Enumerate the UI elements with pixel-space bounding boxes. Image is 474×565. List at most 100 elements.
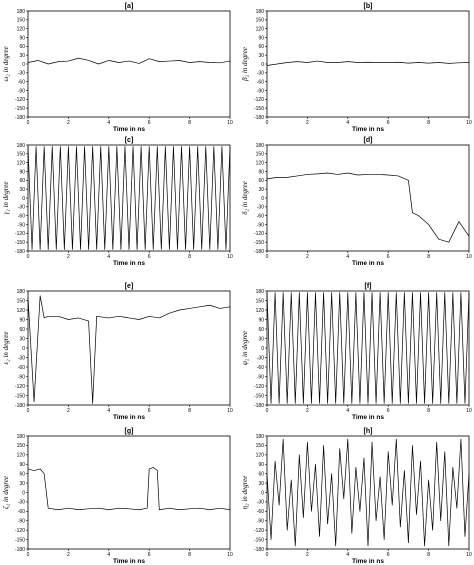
x-tick-label: 6 [387, 552, 390, 558]
y-tick-label: -120 [254, 231, 264, 237]
plot-frame [266, 435, 470, 550]
y-tick-label: 0 [22, 62, 25, 68]
y-tick-label: 90 [258, 462, 264, 468]
y-tick-label: -90 [18, 222, 25, 228]
x-tick-label: 8 [188, 120, 191, 126]
x-axis-label: Time in ns [113, 414, 145, 421]
x-tick-label: 6 [148, 552, 151, 558]
x-tick-label: 0 [266, 120, 269, 126]
y-tick-label: -120 [15, 384, 25, 390]
x-axis-label: Time in ns [352, 414, 384, 421]
x-tick-label: 4 [346, 254, 349, 260]
y-tick-label: -150 [254, 240, 264, 246]
x-tick-label: 2 [67, 552, 70, 558]
y-tick-label: 30 [258, 336, 264, 342]
y-tick-label: 0 [261, 62, 264, 68]
series-line [266, 172, 470, 243]
y-tick-label: 150 [17, 18, 26, 24]
panel-title: [e] [125, 283, 134, 290]
x-tick-label: 6 [148, 120, 151, 126]
x-tick-label: 10 [227, 552, 233, 558]
y-tick-label: 180 [256, 143, 265, 149]
panel-title: [h] [364, 428, 373, 435]
x-tick-label: 6 [148, 408, 151, 414]
y-axis-label: β₂ in degree [241, 47, 249, 82]
panel-g: [g]1801501209060300-30-60-90-120-150-180… [2, 428, 233, 565]
y-tick-label: 30 [19, 336, 25, 342]
y-tick-label: -120 [254, 528, 264, 534]
x-tick-label: 0 [266, 408, 269, 414]
y-tick-label: -180 [15, 547, 25, 553]
y-tick-label: 120 [17, 308, 26, 314]
x-tick-label: 4 [107, 408, 110, 414]
plot-frame [27, 144, 231, 252]
y-tick-label: -150 [254, 537, 264, 543]
x-tick-label: 6 [387, 120, 390, 126]
series-line [266, 292, 470, 404]
x-tick-label: 0 [27, 120, 30, 126]
y-tick-label: 90 [258, 169, 264, 175]
y-tick-label: -30 [18, 205, 25, 211]
y-tick-label: -60 [257, 79, 264, 85]
panel-b: [b]1801501209060300-30-60-90-120-150-180… [241, 3, 472, 133]
y-tick-label: -120 [15, 231, 25, 237]
y-tick-label: 120 [256, 160, 265, 166]
y-tick-label: 30 [19, 481, 25, 487]
x-tick-label: 6 [148, 254, 151, 260]
y-tick-label: -30 [18, 500, 25, 506]
panel-c: [c]1801501209060300-30-60-90-120-150-180… [2, 137, 233, 267]
panel-title: [b] [364, 3, 373, 10]
y-axis-label: ε₂ in degree [2, 332, 10, 365]
y-tick-label: 150 [17, 298, 26, 304]
y-tick-label: -30 [257, 500, 264, 506]
y-tick-label: 150 [256, 18, 265, 24]
y-tick-label: -90 [18, 88, 25, 94]
plot-frame [266, 290, 470, 406]
x-tick-label: 4 [346, 120, 349, 126]
y-tick-label: 120 [256, 308, 265, 314]
plot-frame [27, 435, 231, 550]
x-tick-label: 8 [427, 120, 430, 126]
y-tick-label: -30 [257, 205, 264, 211]
y-tick-label: -60 [18, 79, 25, 85]
y-tick-label: -90 [18, 374, 25, 380]
panel-a: [a]1801501209060300-30-60-90-120-150-180… [2, 3, 233, 133]
y-tick-label: 180 [17, 9, 26, 15]
y-tick-label: 30 [258, 481, 264, 487]
y-axis-label: γ₂ in degree [2, 182, 10, 215]
y-tick-label: 60 [258, 178, 264, 184]
panel-d: [d]1801501209060300-30-60-90-120-150-180… [241, 137, 472, 267]
y-tick-label: -120 [15, 528, 25, 534]
y-tick-label: -150 [15, 537, 25, 543]
y-axis-label: φ₂ in degree [241, 331, 249, 365]
y-tick-label: -180 [254, 547, 264, 553]
y-tick-label: 0 [22, 196, 25, 202]
y-tick-label: 150 [256, 298, 265, 304]
x-tick-label: 8 [427, 552, 430, 558]
x-tick-label: 0 [266, 552, 269, 558]
y-tick-label: 60 [19, 44, 25, 50]
y-tick-label: 30 [258, 187, 264, 193]
y-tick-label: 60 [19, 178, 25, 184]
y-tick-label: -120 [15, 97, 25, 103]
y-tick-label: -30 [257, 355, 264, 361]
x-tick-label: 2 [306, 120, 309, 126]
y-tick-label: -180 [254, 115, 264, 121]
x-tick-label: 2 [67, 120, 70, 126]
x-tick-label: 8 [188, 254, 191, 260]
y-tick-label: 90 [19, 169, 25, 175]
y-tick-label: -150 [254, 106, 264, 112]
y-tick-label: 180 [256, 434, 265, 440]
series-line [27, 467, 231, 511]
y-tick-label: -150 [15, 240, 25, 246]
x-tick-label: 8 [427, 408, 430, 414]
y-tick-label: 120 [17, 160, 26, 166]
y-tick-label: 60 [19, 327, 25, 333]
series-line [266, 60, 470, 66]
x-tick-label: 4 [107, 120, 110, 126]
x-tick-label: 4 [346, 552, 349, 558]
y-tick-label: -90 [257, 222, 264, 228]
x-axis-label: Time in ns [113, 558, 145, 565]
x-tick-label: 0 [27, 408, 30, 414]
series-line [266, 438, 470, 547]
